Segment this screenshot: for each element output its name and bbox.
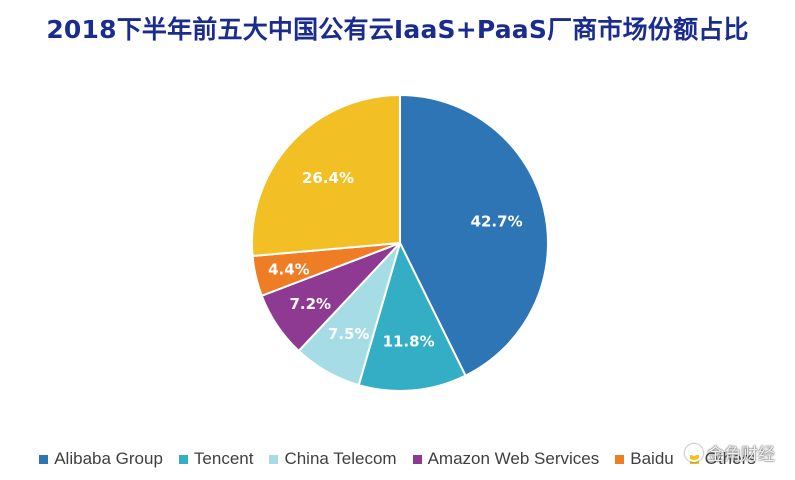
legend-label: Alibaba Group — [54, 449, 163, 468]
data-label-tencent: 11.8% — [383, 332, 435, 350]
legend-label: Amazon Web Services — [427, 449, 600, 468]
legend-item-tencent: Tencent — [178, 449, 254, 469]
legend-label: Baidu — [630, 449, 674, 468]
legend-item-alibaba-group: Alibaba Group — [39, 449, 163, 469]
legend-item-amazon-web-services: Amazon Web Services — [412, 449, 600, 469]
data-label-baidu: 4.4% — [268, 261, 310, 279]
legend-item-china-telecom: China Telecom — [269, 449, 397, 469]
watermark: 金角财经 — [685, 440, 775, 465]
watermark-text: 金角财经 — [707, 445, 775, 465]
legend-label: China Telecom — [284, 449, 397, 468]
data-label-amazon-web-services: 7.2% — [289, 295, 331, 313]
legend-swatch — [412, 454, 422, 464]
data-label-others: 26.4% — [302, 169, 354, 187]
chart-legend: Alibaba Group Tencent China Telecom Amazon … — [0, 446, 795, 472]
legend-swatch — [178, 454, 188, 464]
legend-label: Tencent — [193, 449, 254, 468]
chart-title: 2018下半年前五大中国公有云IaaS+PaaS厂商市场份额占比 — [46, 15, 749, 44]
data-label-alibaba-group: 42.7% — [471, 213, 523, 231]
data-label-china-telecom: 7.5% — [328, 325, 370, 343]
pie-slice-others — [251, 93, 401, 258]
pie-slice-alibaba-group — [399, 93, 549, 378]
legend-swatch — [269, 454, 279, 464]
legend-label: Others — [704, 449, 756, 468]
legend-swatch — [39, 454, 49, 464]
pie-slice-tencent — [357, 240, 467, 392]
legend-swatch — [615, 454, 625, 464]
watermark-logo-icon — [685, 443, 703, 462]
legend-item-baidu: Baidu — [615, 449, 674, 469]
